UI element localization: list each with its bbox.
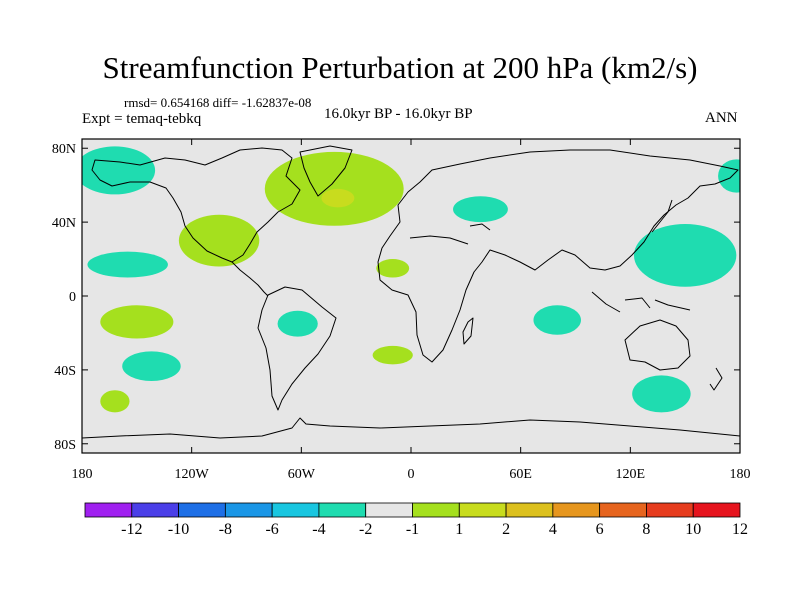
colorbar-label: -6 <box>265 521 278 538</box>
lat-tick-label: 0 <box>69 290 76 305</box>
map-title: Streamfunction Perturbation at 200 hPa (… <box>102 50 698 85</box>
colorbar-label: 10 <box>685 521 701 538</box>
anomaly-region-7 <box>100 305 174 339</box>
lon-tick-label: 180 <box>72 467 93 482</box>
anomaly-region-8 <box>122 351 181 381</box>
map-background <box>82 139 740 453</box>
coastline-eurasia-africa <box>377 149 739 363</box>
coastline-indonesia <box>591 291 691 313</box>
lon-tick-label: 120E <box>616 467 646 482</box>
anomaly-region-15 <box>633 223 737 287</box>
coastlines <box>82 145 740 439</box>
anomaly-region-1 <box>82 146 156 195</box>
coastline-mediterranean <box>409 223 491 245</box>
colorbar: -12 -10 -8 -6 -4 -2 -1 1 2 4 6 8 10 12 <box>84 502 748 538</box>
colorbar-label: 2 <box>502 521 510 538</box>
coastline-greenland <box>299 145 353 197</box>
lon-tick-label: 0 <box>408 467 415 482</box>
anomaly-shading <box>82 146 740 413</box>
coastline-japan <box>651 199 673 233</box>
coastline-new-zealand <box>709 367 723 391</box>
anomaly-region-12 <box>372 345 413 365</box>
colorbar-swatch <box>271 502 320 518</box>
anomaly-region-11 <box>376 259 410 278</box>
colorbar-label: 4 <box>549 521 557 538</box>
colorbar-label: -12 <box>121 521 142 538</box>
colorbar-label: -8 <box>219 521 232 538</box>
colorbar-swatch <box>365 502 413 518</box>
colorbar-label: 12 <box>732 521 748 538</box>
coastline-madagascar <box>462 317 474 345</box>
colorbar-label: -2 <box>359 521 372 538</box>
colorbar-swatch <box>646 502 694 518</box>
colorbar-label: 6 <box>596 521 604 538</box>
anomaly-region-14 <box>533 305 581 335</box>
colorbar-label: -4 <box>312 521 325 538</box>
lat-tick-label: 40S <box>54 364 76 379</box>
map-axes: 180 120W 60W 0 60E 120E 180 80N 40N 0 40S 80S <box>52 139 751 482</box>
coastline-south-america <box>257 286 337 411</box>
colorbar-swatch <box>178 502 226 518</box>
anomaly-region-9 <box>100 390 130 413</box>
anomaly-region-16 <box>632 375 691 413</box>
rmsd-diff-stats: rmsd= 0.654168 diff= -1.62837e-08 <box>124 95 312 110</box>
colorbar-swatch <box>692 502 741 518</box>
experiment-label: Expt = temaq-tebkq <box>82 111 202 127</box>
coastline-central-america <box>231 261 269 297</box>
colorbar-swatch <box>505 502 554 518</box>
colorbar-label: -1 <box>406 521 419 538</box>
lon-tick-label: 120W <box>175 467 210 482</box>
lat-tick-label: 80S <box>54 438 76 453</box>
anomaly-region-4 <box>321 188 355 208</box>
lat-tick-label: 80N <box>52 142 76 157</box>
season-label: ANN <box>705 110 738 126</box>
coastline-australia <box>624 319 691 371</box>
lon-tick-label: 60W <box>288 467 316 482</box>
colorbar-label: 1 <box>455 521 463 538</box>
coastline-north-america <box>91 147 301 263</box>
anomaly-region-10 <box>277 310 318 337</box>
anomaly-region-6 <box>87 251 168 278</box>
colorbar-swatch <box>84 502 133 518</box>
anomaly-region-2 <box>718 159 740 193</box>
lon-tick-label: 180 <box>730 467 751 482</box>
colorbar-label: -10 <box>168 521 189 538</box>
period-label: 16.0kyr BP - 16.0kyr BP <box>324 106 473 122</box>
colorbar-swatch <box>318 502 367 518</box>
lat-tick-label: 40N <box>52 216 76 231</box>
lon-tick-label: 60E <box>509 467 532 482</box>
anomaly-region-3 <box>264 151 404 226</box>
coastline-antarctica <box>82 417 740 439</box>
colorbar-swatch <box>458 502 507 518</box>
colorbar-swatch <box>552 502 601 518</box>
colorbar-swatch <box>412 502 460 518</box>
anomaly-region-13 <box>453 196 508 223</box>
colorbar-swatch <box>131 502 179 518</box>
colorbar-swatch <box>599 502 647 518</box>
colorbar-label: 8 <box>642 521 650 538</box>
colorbar-swatch <box>224 502 273 518</box>
anomaly-region-5 <box>178 214 260 267</box>
